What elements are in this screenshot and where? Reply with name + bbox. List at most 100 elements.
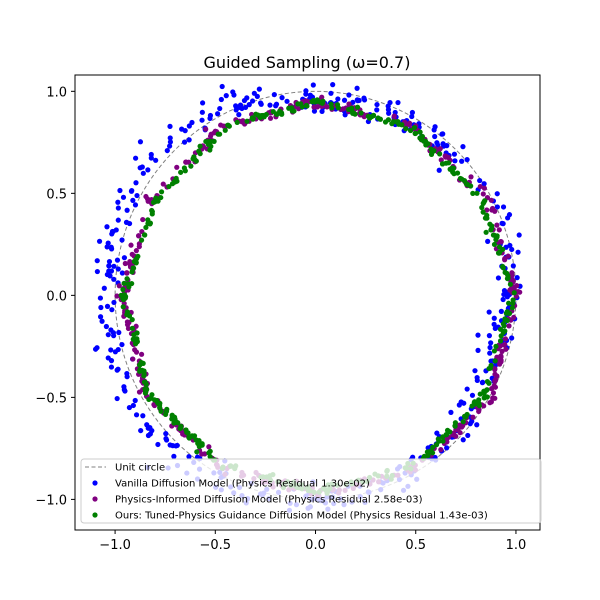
series-2-point <box>329 105 335 111</box>
series-2-point <box>215 131 221 137</box>
series-0-point <box>133 180 139 186</box>
series-0-point <box>251 90 257 96</box>
series-0-point <box>145 167 151 173</box>
series-2-point <box>153 195 159 201</box>
series-0-point <box>115 217 121 223</box>
series-2-point <box>491 241 498 248</box>
series-0-point <box>354 97 360 103</box>
series-2-point <box>141 232 148 238</box>
series-2-point <box>461 178 468 184</box>
series-1-point <box>498 239 504 245</box>
y-tick-label: 0.5 <box>46 187 67 202</box>
legend-series-2-marker <box>92 512 98 518</box>
series-2-point <box>174 178 180 184</box>
series-1-point <box>499 348 505 354</box>
series-0-point <box>499 220 505 226</box>
series-0-point <box>439 131 445 137</box>
series-0-point <box>469 418 475 424</box>
series-1-point <box>477 183 483 190</box>
series-1-point <box>346 101 352 107</box>
series-0-point <box>94 258 100 264</box>
series-0-point <box>108 268 115 274</box>
series-0-point <box>488 358 494 364</box>
series-0-point <box>310 82 316 88</box>
series-0-point <box>258 100 264 106</box>
series-0-point <box>199 117 205 123</box>
axes: −1.0 −0.5 0.0 0.5 1.0 −1.0 −0.5 0.0 0.5 1.0 <box>35 74 541 553</box>
series-2-point <box>358 110 364 116</box>
series-0-point <box>105 332 111 338</box>
series-2-point <box>421 453 427 459</box>
series-2-point <box>499 263 506 270</box>
series-1-point <box>203 126 209 132</box>
series-2-point <box>314 97 320 103</box>
series-0-point <box>217 105 223 112</box>
series-0-point <box>104 244 110 250</box>
series-2-point <box>124 309 131 315</box>
series-2-point <box>263 111 269 118</box>
y-tick-label: 0.0 <box>46 289 67 304</box>
series-0-point <box>330 82 336 88</box>
series-0-point <box>108 358 115 364</box>
series-0-point <box>109 228 116 235</box>
legend-series-0-marker <box>92 480 98 486</box>
series-2-point <box>454 170 461 176</box>
series-2-point <box>129 280 135 287</box>
series-1-point <box>124 319 130 325</box>
series-0-point <box>472 368 478 374</box>
series-1-point <box>144 196 151 202</box>
series-0-point <box>509 335 515 341</box>
series-0-point <box>475 347 481 353</box>
series-1-point <box>496 227 502 233</box>
series-0-point <box>130 402 136 409</box>
series-0-point <box>498 308 504 314</box>
series-0-point <box>115 366 121 372</box>
series-0-point <box>108 347 114 353</box>
series-2-point <box>502 269 508 276</box>
series-0-point <box>432 133 438 140</box>
y-tick-label: −1.0 <box>35 493 67 508</box>
series-0-point <box>481 181 487 187</box>
series-2-point <box>436 438 442 444</box>
series-0-point <box>189 119 195 126</box>
series-0-point <box>138 427 144 434</box>
series-1-point <box>509 272 515 279</box>
series-1-point <box>470 414 476 420</box>
legend-box <box>80 458 542 524</box>
series-0-point <box>108 364 115 370</box>
series-2-point <box>138 237 145 243</box>
series-2-point <box>184 429 190 436</box>
series-2-point <box>492 358 498 364</box>
series-0-point <box>109 307 115 313</box>
series-2-point <box>506 300 512 306</box>
series-0-point <box>480 379 486 385</box>
series-2-point <box>507 281 514 287</box>
series-0-point <box>387 99 393 106</box>
series-2-point <box>493 343 499 349</box>
series-2-point <box>490 232 497 238</box>
series-2-point <box>147 220 153 226</box>
series-2-point <box>497 338 504 344</box>
series-1-point <box>116 283 122 289</box>
series-0-point <box>94 268 100 275</box>
legend: Unit circle Vanilla Diffusion Model (Phys… <box>80 458 542 524</box>
series-0-point <box>186 137 192 143</box>
series-2-point <box>429 450 436 456</box>
series-2-point <box>385 117 392 123</box>
series-2-point <box>137 362 143 368</box>
series-0-point <box>148 151 154 158</box>
series-2-point <box>488 362 494 369</box>
series-1-point <box>136 233 142 239</box>
series-0-point <box>335 96 341 102</box>
series-0-point <box>409 113 415 120</box>
series-0-point <box>284 98 290 104</box>
series-0-point <box>103 323 109 330</box>
series-2-point <box>257 115 263 121</box>
series-2-point <box>480 200 486 206</box>
legend-series-2-label: Ours: Tuned-Physics Guidance Diffusion M… <box>115 511 488 522</box>
series-2-point <box>488 226 495 232</box>
series-0-point <box>132 202 139 208</box>
series-2-point <box>149 211 155 217</box>
series-0-point <box>464 386 470 392</box>
